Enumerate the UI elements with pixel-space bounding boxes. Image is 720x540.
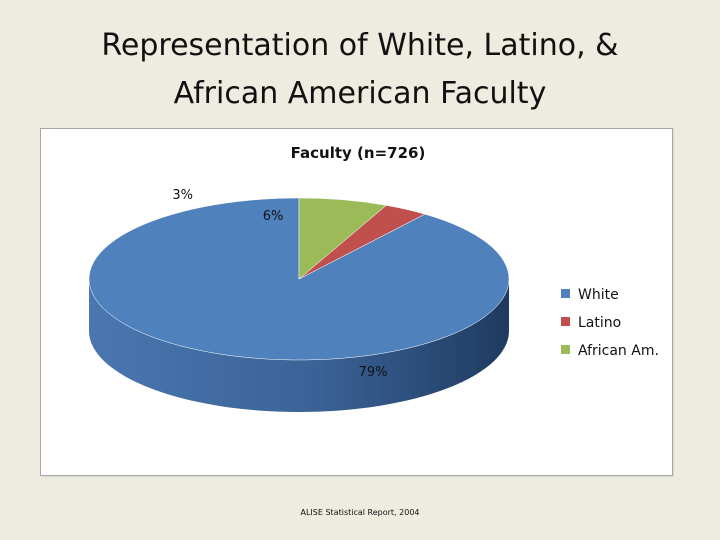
- legend-swatch-african-am: [561, 345, 570, 354]
- slide-title: Representation of White, Latino, & Afric…: [40, 22, 680, 118]
- pie-chart: Faculty (n=726) 79% 3% 6% White Latino Afric…: [88, 144, 659, 412]
- data-labels: 79% 3% 6%: [172, 188, 387, 380]
- legend-label-white: White: [578, 287, 619, 303]
- chart-title: Faculty (n=726): [291, 144, 426, 162]
- pie-slices: [88, 197, 510, 412]
- legend: White Latino African Am.: [561, 287, 659, 359]
- slide-title-line-1: Representation of White, Latino, &: [101, 28, 619, 63]
- pie-side-white: [89, 279, 509, 412]
- legend-swatch-white: [561, 289, 570, 298]
- legend-label-african-am: African Am.: [578, 343, 659, 359]
- chart-area: Faculty (n=726) 79% 3% 6% White Latino Afric…: [40, 128, 673, 476]
- legend-label-latino: Latino: [578, 315, 621, 331]
- pie-slice-african-am: [298, 197, 387, 280]
- data-label-african-am: 6%: [263, 209, 284, 224]
- legend-swatch-latino: [561, 317, 570, 326]
- source-note: ALISE Statistical Report, 2004: [300, 508, 420, 517]
- slide-title-line-2: African American Faculty: [173, 76, 547, 111]
- data-label-latino: 3%: [172, 188, 193, 203]
- data-label-white: 79%: [359, 365, 388, 380]
